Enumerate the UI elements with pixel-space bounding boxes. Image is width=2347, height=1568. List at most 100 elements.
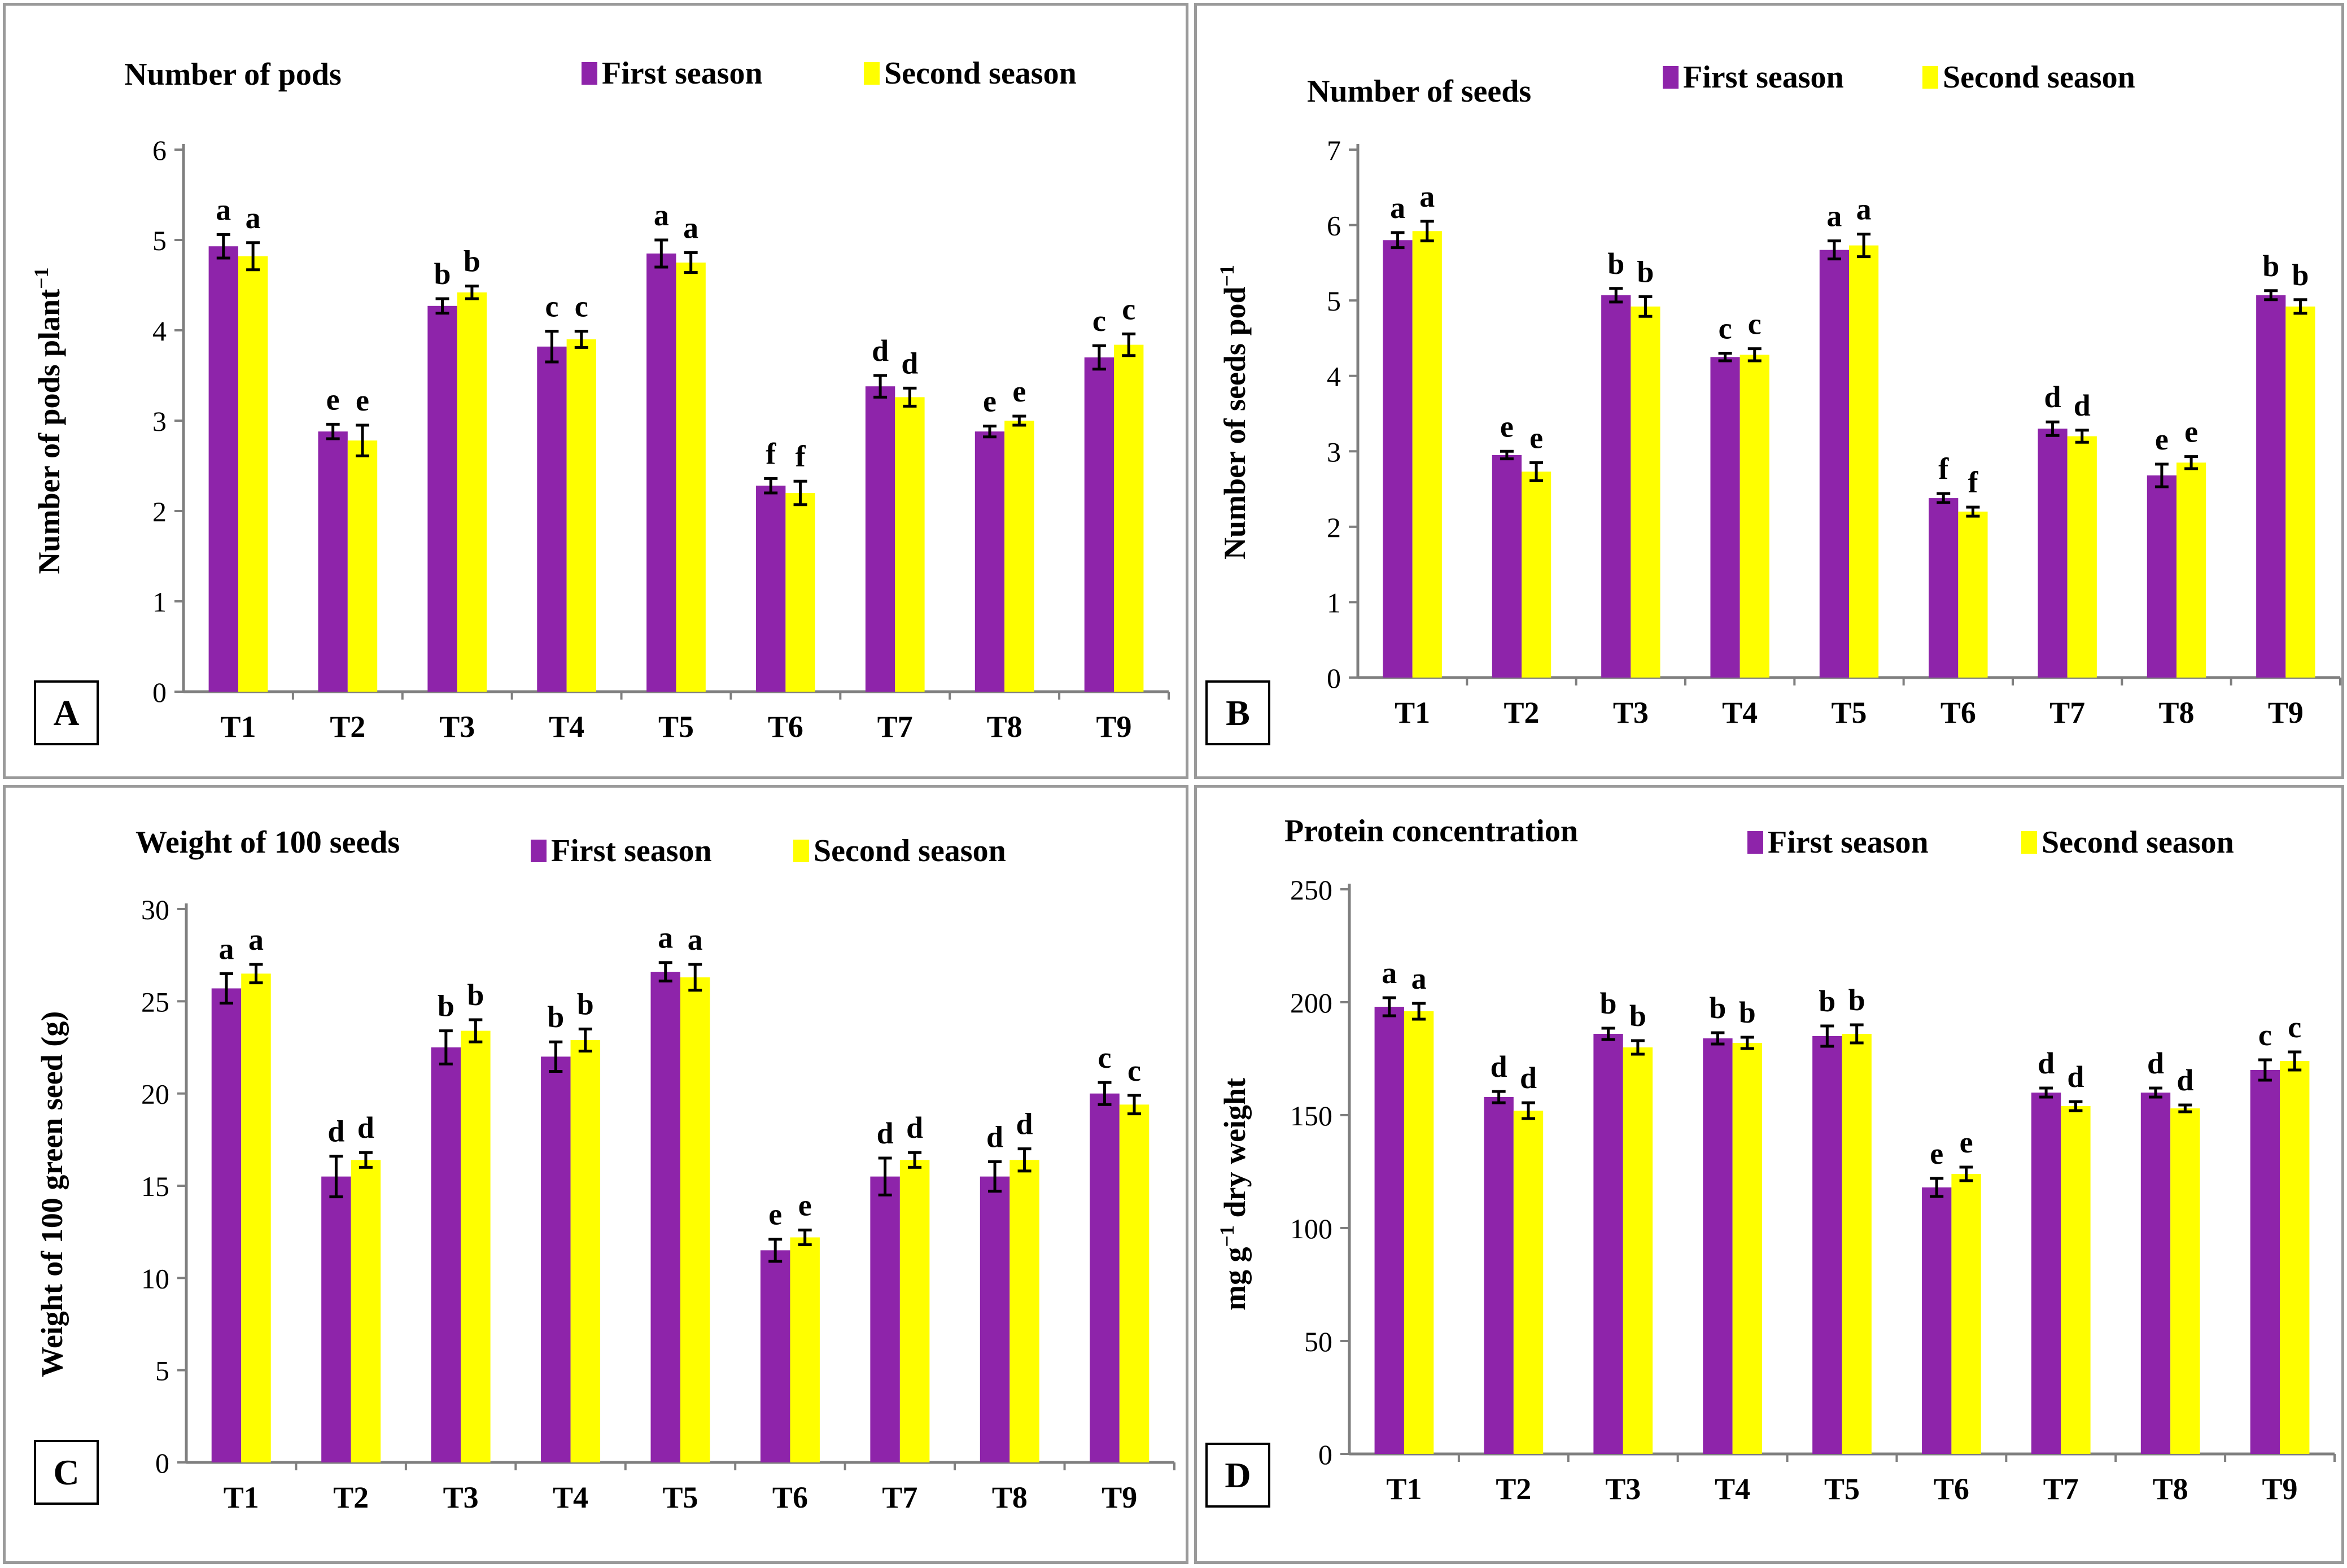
x-tick-label: T7 (2043, 1472, 2079, 1506)
legend-label-first: First season (551, 833, 712, 868)
x-tick-label: T7 (877, 710, 913, 744)
y-axis-label-sup: −1 (1216, 265, 1238, 287)
y-tick-label: 4 (1327, 361, 1341, 392)
chart-title: Number of seeds (1307, 74, 1531, 109)
x-tick-label: T2 (333, 1480, 369, 1514)
legend-label-second: Second season (814, 833, 1006, 868)
panel-letter: B (1205, 680, 1270, 745)
significance-letter: b (1600, 986, 1617, 1020)
significance-letter: a (216, 193, 231, 226)
significance-letter: b (1607, 247, 1624, 281)
bar-second-season (2067, 436, 2097, 678)
bar-second-season (1631, 306, 1660, 678)
bar-first-season (1601, 295, 1631, 678)
significance-letter: f (766, 436, 776, 470)
significance-letter: e (1012, 374, 1026, 408)
chart-title: Weight of 100 seeds (136, 825, 400, 860)
significance-letter: e (1500, 409, 1514, 443)
bar-first-season (1090, 1093, 1120, 1462)
significance-letter: e (356, 383, 369, 417)
significance-letter: d (1520, 1061, 1537, 1095)
significance-letter: a (1419, 180, 1435, 213)
significance-letter: b (467, 978, 484, 1012)
bar-first-season (1922, 1187, 1952, 1454)
y-tick-label: 3 (1327, 436, 1341, 468)
bar-second-season (238, 256, 268, 692)
significance-letter: e (1930, 1137, 1943, 1170)
significance-letter: e (983, 385, 997, 418)
x-tick-label: T5 (1824, 1472, 1860, 1506)
panel-letter: C (34, 1440, 99, 1505)
chart-svg: Number of pods First season Second season N… (30, 56, 1170, 744)
chart-panel-b: Number of seeds First season Second season… (1194, 3, 2344, 779)
bar-second-season (1623, 1047, 1653, 1454)
significance-letter: b (577, 987, 594, 1021)
chart-svg: Number of seeds First season Second season… (1216, 60, 2341, 730)
chart-panel-a: Number of pods First season Second season N… (3, 3, 1188, 779)
bar-second-season (2176, 462, 2206, 678)
panel-letter: A (34, 680, 99, 745)
bar-second-season (785, 493, 815, 692)
bar-second-season (1522, 471, 1551, 678)
significance-letter: b (2292, 258, 2309, 292)
x-tick-label: T4 (1715, 1472, 1750, 1506)
significance-letter: e (1529, 421, 1543, 455)
y-tick-label: 5 (155, 1355, 169, 1387)
y-tick-label: 50 (1304, 1326, 1332, 1357)
bar-second-season (676, 263, 706, 692)
y-tick-label: 1 (152, 586, 167, 618)
x-tick-label: T3 (439, 710, 475, 744)
significance-letter: f (1968, 465, 1978, 499)
significance-letter: d (2038, 1046, 2055, 1080)
y-tick-label: 1 (1327, 587, 1341, 618)
significance-letter: e (326, 382, 340, 416)
y-tick-label: 25 (141, 986, 169, 1017)
bar-second-season (351, 1160, 381, 1462)
significance-letter: d (2074, 388, 2091, 422)
y-tick-label: 2 (152, 496, 167, 527)
significance-letter: c (1719, 312, 1732, 346)
significance-letter: c (545, 290, 558, 324)
bar-second-season (566, 339, 596, 692)
x-tick-label: T6 (768, 710, 803, 744)
significance-letter: a (1390, 191, 1405, 225)
y-axis-label-sup: −1 (30, 267, 53, 289)
bar-first-season (974, 431, 1005, 692)
significance-letter: b (434, 257, 451, 291)
y-tick-label: 10 (141, 1263, 169, 1294)
significance-letter: c (1098, 1041, 1112, 1075)
y-tick-label: 4 (152, 315, 167, 347)
legend-label-first: First season (1683, 60, 1844, 95)
x-tick-label: T9 (2262, 1472, 2298, 1506)
chart-panel-d: Protein concentration First season Second … (1194, 785, 2344, 1564)
significance-letter: c (2258, 1018, 2272, 1052)
bar-first-season (646, 254, 676, 692)
x-tick-label: T1 (1386, 1472, 1422, 1506)
significance-letter: a (218, 932, 234, 966)
bar-first-season (2038, 429, 2068, 678)
y-axis-label-sup: −1 (1216, 1225, 1238, 1247)
significance-letter: b (547, 1000, 564, 1034)
bar-second-season (457, 292, 487, 692)
bar-first-season (2140, 1093, 2171, 1454)
significance-letter: e (768, 1198, 782, 1231)
y-axis-label-tail: dry weight (1218, 1078, 1252, 1225)
bar-first-season (431, 1047, 461, 1462)
significance-letter: c (1127, 1054, 1141, 1087)
significance-letter: b (1709, 991, 1726, 1025)
bar-second-season (899, 1160, 930, 1462)
significance-letter: b (2262, 249, 2279, 283)
significance-letter: a (658, 921, 673, 955)
significance-letter: a (683, 211, 698, 244)
bar-second-season (1404, 1011, 1434, 1454)
bar-first-season (1484, 1097, 1514, 1454)
x-tick-label: T8 (992, 1480, 1028, 1514)
significance-letter: a (1826, 199, 1842, 233)
bar-second-season (1114, 344, 1144, 692)
significance-letter: c (1092, 304, 1106, 338)
significance-letter: d (877, 1116, 894, 1150)
x-tick-label: T8 (987, 710, 1022, 744)
x-tick-label: T5 (658, 710, 694, 744)
significance-letter: e (2184, 415, 2198, 449)
y-tick-label: 20 (141, 1078, 169, 1110)
